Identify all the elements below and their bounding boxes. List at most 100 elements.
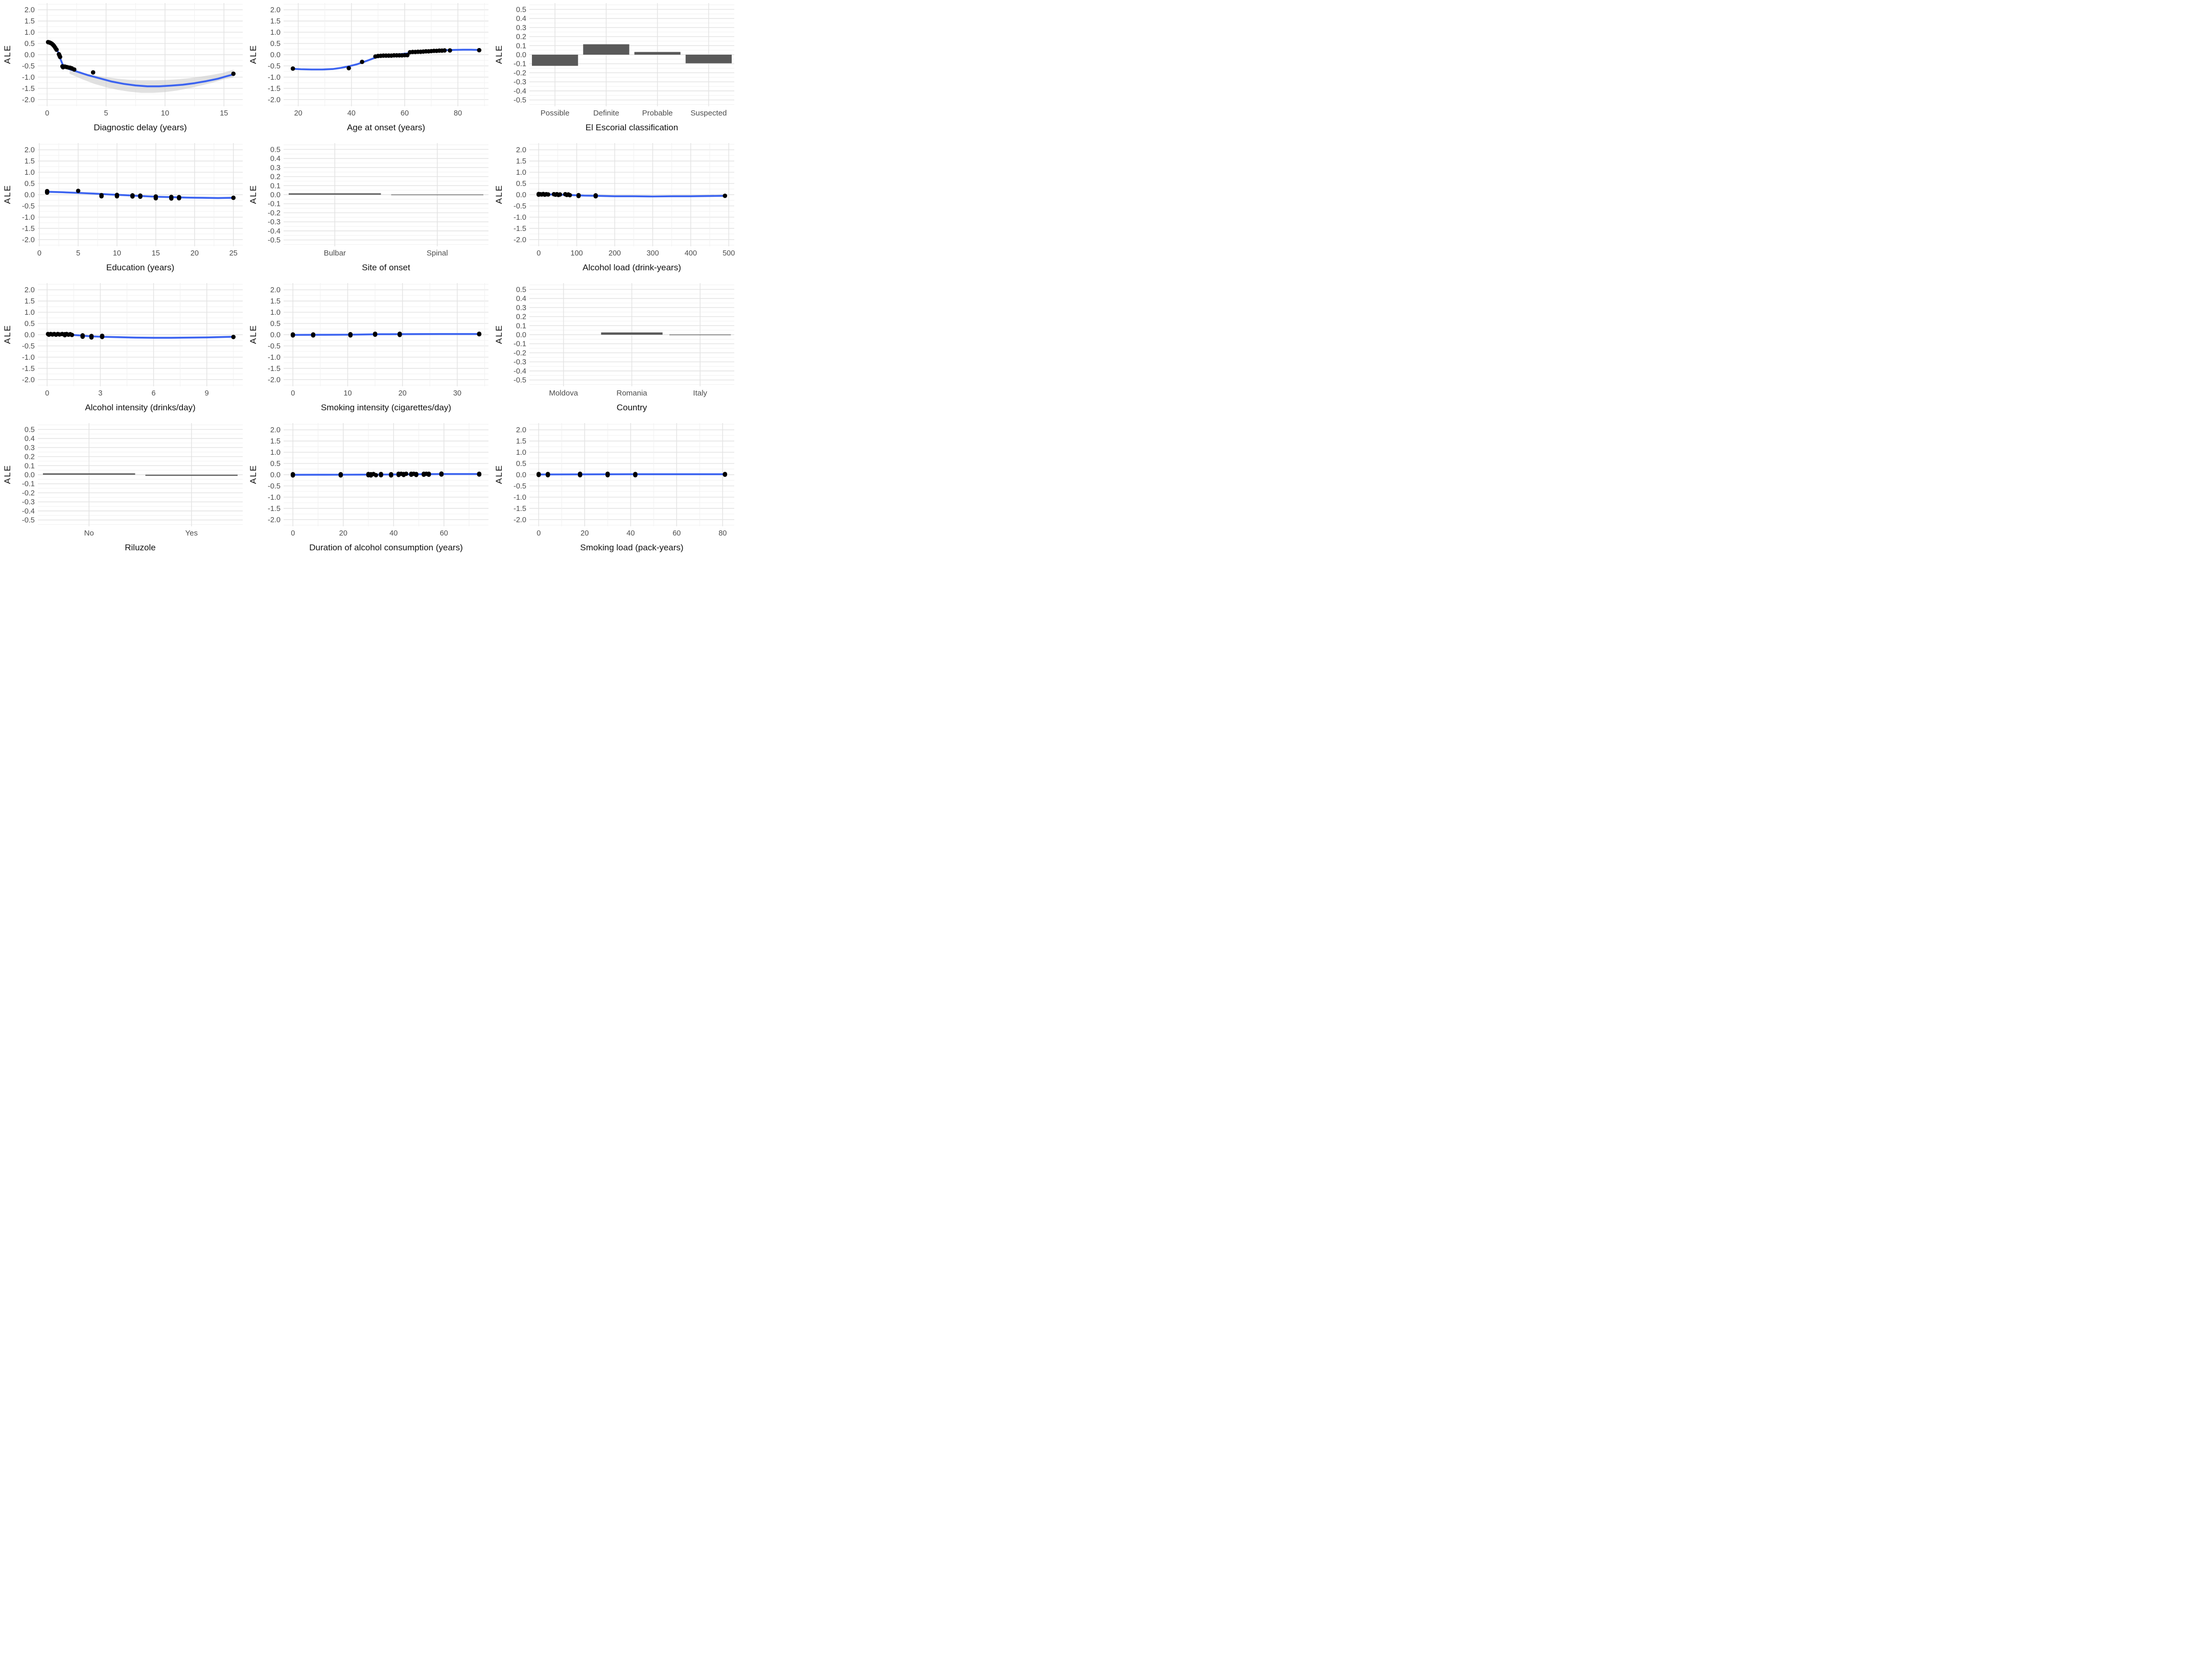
svg-text:-2.0: -2.0 [22, 236, 35, 244]
ale-plots-figure: ALE 0 5 10 15 2.0 1.5 1.0 0.5 0.0 -0.5 -1.0 -1.5 -2.… [0, 0, 738, 560]
x-axis-title: Riluzole [125, 543, 156, 552]
y-axis-title: ALE [494, 324, 504, 344]
svg-text:0.1: 0.1 [270, 182, 281, 190]
svg-text:1.5: 1.5 [25, 297, 35, 306]
svg-text:80: 80 [718, 529, 727, 538]
svg-text:25: 25 [229, 249, 238, 258]
svg-text:0: 0 [45, 109, 49, 118]
svg-text:1.0: 1.0 [25, 169, 35, 177]
x-axis-title: Diagnostic delay (years) [94, 123, 187, 132]
svg-text:-0.3: -0.3 [268, 218, 281, 226]
svg-text:2.0: 2.0 [516, 426, 526, 434]
svg-text:-0.5: -0.5 [22, 62, 35, 71]
svg-text:10: 10 [113, 249, 121, 258]
ale-plot-alcohol-load: ALE 0 100 200 300 400 500 2.0 1.5 1.0 0.5 0.0 -0.5 -… [492, 140, 737, 280]
svg-text:0.5: 0.5 [270, 146, 281, 154]
svg-text:2.0: 2.0 [25, 286, 35, 294]
svg-text:1.0: 1.0 [25, 29, 35, 37]
svg-text:0.4: 0.4 [516, 295, 526, 303]
svg-text:0.0: 0.0 [516, 331, 526, 339]
ale-plot-smoking-intensity: ALE 0 10 20 30 2.0 1.5 1.0 0.5 0.0 -0.5 -1.0 -1.5 -2… [246, 280, 492, 420]
svg-text:-0.2: -0.2 [514, 349, 526, 357]
svg-text:0.5: 0.5 [516, 6, 526, 14]
x-axis-title: Smoking load (pack-years) [580, 543, 684, 552]
svg-text:-1.5: -1.5 [268, 365, 281, 373]
svg-text:Suspected: Suspected [690, 109, 727, 118]
svg-text:0.3: 0.3 [25, 444, 35, 452]
svg-text:-1.0: -1.0 [22, 74, 35, 82]
svg-text:-0.1: -0.1 [22, 480, 35, 488]
svg-text:0.5: 0.5 [270, 40, 281, 48]
svg-text:0: 0 [291, 529, 295, 538]
svg-text:Yes: Yes [185, 529, 198, 538]
svg-text:0.5: 0.5 [25, 40, 35, 48]
y-axis-title: ALE [494, 184, 504, 204]
svg-text:1.0: 1.0 [516, 169, 526, 177]
y-axis-title: ALE [248, 184, 259, 204]
svg-text:-2.0: -2.0 [268, 376, 281, 384]
svg-text:0.1: 0.1 [25, 462, 35, 470]
svg-text:-0.2: -0.2 [268, 209, 281, 217]
ale-plot-smoking-load: ALE 0 20 40 60 80 2.0 1.5 1.0 0.5 0.0 -0.5 -1.0 -1.5… [492, 420, 737, 560]
svg-text:-0.5: -0.5 [514, 97, 526, 105]
svg-text:0.2: 0.2 [270, 173, 281, 181]
svg-text:5: 5 [104, 109, 108, 118]
svg-text:0.5: 0.5 [25, 180, 35, 188]
svg-text:-0.5: -0.5 [22, 202, 35, 211]
ale-plot-duration-of-alcohol: ALE 0 20 40 60 2.0 1.5 1.0 0.5 0.0 -0.5 -1.0 -1.5 -2… [246, 420, 492, 560]
svg-text:0.1: 0.1 [516, 322, 526, 330]
svg-text:Romania: Romania [616, 389, 647, 398]
plot-panel-country: Moldova Romania Italy0.50.40.30.20.10.0-0.… [514, 283, 734, 398]
svg-text:-0.5: -0.5 [268, 237, 281, 245]
svg-text:-0.4: -0.4 [268, 227, 281, 236]
plot-panel-education: 0 5 10 15 20 25 2.0 1.5 1.0 0.5 0.0 -0.5 -1.0 -1.5 -2.… [22, 143, 243, 258]
svg-text:400: 400 [685, 249, 697, 258]
svg-text:-1.5: -1.5 [514, 225, 526, 233]
x-axis-title: Smoking intensity (cigarettes/day) [320, 403, 452, 412]
svg-text:0.5: 0.5 [270, 460, 281, 468]
svg-text:15: 15 [220, 109, 228, 118]
svg-text:0.3: 0.3 [516, 24, 526, 32]
svg-text:0.0: 0.0 [25, 471, 35, 479]
svg-text:-0.5: -0.5 [514, 377, 526, 385]
svg-text:-1.0: -1.0 [268, 354, 281, 362]
svg-text:-0.4: -0.4 [22, 507, 35, 516]
svg-text:2.0: 2.0 [270, 6, 281, 14]
svg-text:-1.0: -1.0 [514, 214, 526, 222]
svg-text:9: 9 [205, 389, 209, 398]
svg-text:40: 40 [347, 109, 356, 118]
x-axis-title: Site of onset [362, 263, 410, 272]
svg-text:0: 0 [537, 249, 541, 258]
svg-text:-1.5: -1.5 [514, 505, 526, 513]
svg-text:0.0: 0.0 [25, 51, 35, 59]
svg-text:-0.5: -0.5 [22, 342, 35, 351]
x-axis-title: Country [616, 403, 647, 412]
svg-text:0.5: 0.5 [25, 320, 35, 328]
svg-text:20: 20 [191, 249, 199, 258]
svg-text:0.2: 0.2 [516, 313, 526, 321]
svg-text:Possible: Possible [541, 109, 570, 118]
svg-text:0.0: 0.0 [270, 51, 281, 59]
svg-text:-2.0: -2.0 [514, 236, 526, 244]
svg-text:30: 30 [453, 389, 461, 398]
svg-text:0.1: 0.1 [516, 42, 526, 50]
svg-text:0: 0 [537, 529, 541, 538]
svg-text:200: 200 [609, 249, 621, 258]
svg-text:0.3: 0.3 [270, 164, 281, 172]
plot-panel-duration-of-alcohol: 0 20 40 60 2.0 1.5 1.0 0.5 0.0 -0.5 -1.0 -1.5 -2.0 [268, 423, 488, 538]
ale-plot-education: ALE 0 5 10 15 20 25 2.0 1.5 1.0 0.5 0.0 -0.5 -1.0 -1.… [0, 140, 246, 280]
svg-text:10: 10 [161, 109, 169, 118]
svg-text:80: 80 [454, 109, 462, 118]
svg-text:0.5: 0.5 [516, 460, 526, 468]
svg-text:-0.5: -0.5 [22, 517, 35, 525]
svg-text:20: 20 [294, 109, 302, 118]
plot-panel-riluzole: No Yes 0.50.40.30.20.10.0-0.1-0.2-0.3-0.4-… [22, 423, 243, 538]
y-axis-title: ALE [248, 464, 259, 484]
svg-text:-1.5: -1.5 [22, 85, 35, 93]
svg-text:-0.2: -0.2 [22, 489, 35, 497]
svg-text:0: 0 [291, 389, 295, 398]
svg-text:2.0: 2.0 [25, 146, 35, 154]
svg-text:-0.1: -0.1 [514, 60, 526, 68]
svg-text:-0.5: -0.5 [514, 482, 526, 491]
svg-text:Italy: Italy [693, 389, 707, 398]
